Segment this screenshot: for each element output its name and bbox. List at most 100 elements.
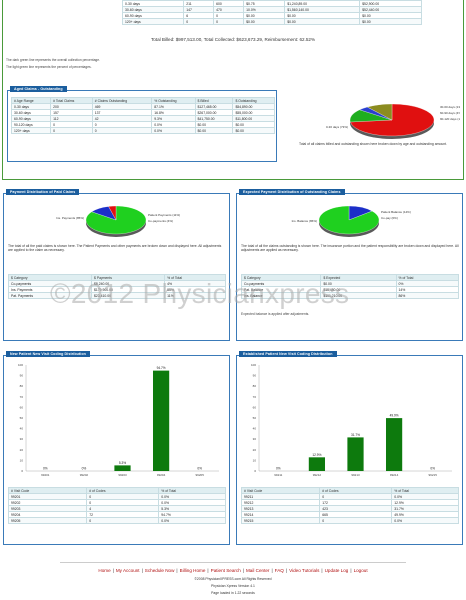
pie-label: 0-30 days (73%): [326, 125, 348, 129]
table-cell: $0.00: [359, 18, 422, 25]
table-row: 120+ days 0 0 $0.00 $0.00 $0.00: [121, 18, 422, 25]
y-tick-label: 70: [253, 395, 257, 399]
y-tick-label: 0: [21, 469, 23, 473]
paid-claims-table: $ Category $ Payments% of Total Co-payment…: [8, 274, 226, 299]
note-2: The light green line represents the perc…: [6, 65, 92, 69]
footer-load-time: Page loaded in 1.22 seconds: [211, 591, 255, 595]
pie-label: Ins. Payments (85%): [56, 216, 84, 220]
new-patient-panel: New Patient New Visit Coding Distributio…: [3, 351, 230, 545]
footer-link-faq[interactable]: FAQ: [274, 568, 284, 573]
footer-link-update-log[interactable]: Update Log: [324, 568, 349, 573]
footer-link-my-account[interactable]: My Account: [115, 568, 140, 573]
bar-data-label: 0%: [430, 467, 435, 471]
footer-link-home[interactable]: Home: [98, 568, 111, 573]
footer-version: Physician Xpress Version 4.1: [211, 584, 255, 588]
y-tick-label: 10: [253, 458, 257, 462]
footer-link-billing-home[interactable]: Billing Home: [179, 568, 206, 573]
y-tick-label: 10: [20, 458, 24, 462]
table-row: Ins. Balance $101,210.00 86%: [240, 292, 459, 299]
table-cell: 0: [213, 18, 245, 25]
footer-copyright: ©2008 PhysicianXPRESS.com All Rights Res…: [194, 577, 272, 581]
x-tick-label: 99212: [313, 473, 322, 477]
footer-separator: |: [207, 568, 209, 573]
summary-line: Total Billed: $997,513.00, Total Collect…: [150, 37, 316, 42]
bar-data-label: 5.3%: [119, 461, 126, 465]
table-cell: 86%: [395, 292, 459, 299]
footer-separator: |: [176, 568, 178, 573]
footer-link-schedule-now[interactable]: Schedule Now: [144, 568, 175, 573]
bar-data-label: 94.7%: [157, 366, 166, 370]
new-patient-title: New Patient New Visit Coding Distributio…: [6, 351, 90, 357]
expected-payment-footnote: Expected balance is applied after adjust…: [241, 312, 310, 316]
bar-data-label: 12.9%: [312, 453, 321, 457]
aged-claims-title: Aged Claims - Outstanding: [10, 86, 67, 92]
bar: [152, 370, 170, 471]
table-cell: 0: [91, 127, 153, 134]
table-cell: $23,410.00: [90, 292, 166, 299]
table-cell: Ins. Balance: [240, 292, 322, 299]
y-tick-label: 30: [20, 437, 24, 441]
pie-label: Patient Payments (11%): [148, 213, 180, 217]
bar: [308, 457, 326, 471]
y-tick-label: 0: [254, 469, 256, 473]
x-tick-label: 99213: [351, 473, 360, 477]
table-row: 99215 0 0.0%: [240, 517, 459, 524]
paid-claims-pie: Ins. Payments (85%) Patient Payments (11%…: [56, 205, 180, 237]
watermark: ©2012 Physicianxpress: [50, 278, 350, 309]
established-patient-panel: Established Patient New Visit Coding Dis…: [236, 351, 463, 545]
footer-link-video-tutorials[interactable]: Video Tutorials: [289, 568, 320, 573]
table-cell: $0.00: [243, 18, 286, 25]
bar: [347, 437, 364, 471]
pie-label: Co-pay (0%): [381, 216, 398, 220]
table-row: 99213 423 31.7%: [240, 505, 459, 512]
pie-label: Co-payments (4%): [148, 219, 173, 223]
table-cell: $101,210.00: [320, 292, 397, 299]
expected-payment-caption: The total of all the claims outstanding …: [241, 244, 459, 252]
expected-payment-panel: Expected Payment Distribution of Outstan…: [236, 189, 463, 341]
y-tick-label: 100: [251, 363, 256, 367]
bar-data-label: 0%: [82, 467, 87, 471]
x-tick-label: 99215: [429, 473, 438, 477]
footer-separator: |: [242, 568, 244, 573]
expected-payment-title: Expected Payment Distribution of Outstan…: [239, 189, 345, 195]
table-header-row: $ Category $ Payments% of Total: [8, 274, 226, 281]
y-tick-label: 60: [20, 405, 24, 409]
paid-claims-title: Payment Distribution of Paid Claims: [6, 189, 80, 195]
table-cell: 11%: [164, 292, 226, 299]
footer-link-mail-center[interactable]: Mail Center: [245, 568, 270, 573]
pie-label: 90-120 days (10%): [440, 117, 460, 121]
table-row: 99205 0 0.0%: [7, 517, 226, 524]
table-cell: 99205: [7, 517, 88, 524]
y-tick-label: 90: [20, 374, 24, 378]
table-row: Pat. Payments $23,410.00 11%: [8, 292, 226, 299]
aged-claims-caption: Total of all claims billed and outstandi…: [299, 142, 447, 146]
y-tick-label: 40: [253, 427, 257, 431]
table-row: 30-60 days 147 470 10.0% $1,560,140.00 $52,44…: [121, 6, 422, 13]
pie-slice: [108, 205, 117, 221]
x-tick-label: 99203: [118, 473, 127, 477]
footer-link-patient-search[interactable]: Patient Search: [210, 568, 241, 573]
established-patient-chart: 10090807060504030201000%9921112.9%992123…: [251, 363, 452, 477]
y-tick-label: 80: [20, 384, 24, 388]
footer-nav: Home | My Account | Schedule Now | Billing Hom…: [0, 568, 466, 573]
footer-separator: |: [321, 568, 323, 573]
table-cell: 0.0%: [391, 517, 459, 524]
table-row: 0-30 days 211 600 $0.75 $1,240,89.00 $52,900.…: [121, 0, 422, 7]
pie-label: 30-60 days (13%): [440, 105, 460, 109]
x-tick-label: 99214: [390, 473, 399, 477]
bar-data-label: 0%: [276, 467, 281, 471]
footer-separator: |: [112, 568, 114, 573]
y-tick-label: 20: [20, 448, 24, 452]
bar-data-label: 31.7%: [351, 433, 360, 437]
y-tick-label: 20: [253, 448, 257, 452]
table-cell: $0.00: [232, 127, 275, 134]
x-tick-label: 99202: [80, 473, 89, 477]
footer-link-logout[interactable]: Logout: [353, 568, 368, 573]
note-1: The dark green line represents the overa…: [6, 58, 101, 62]
table-cell: 0: [86, 517, 160, 524]
table-cell: 0.0%: [151, 127, 196, 134]
top-summary-table: 0-30 days 211 600 $0.75 $1,240,89.00 $52,900.…: [121, 0, 422, 25]
table-row: Ins. Payments $179,900.00 85%: [8, 286, 226, 293]
table-cell: 120+ days: [10, 127, 52, 134]
established-patient-title: Established Patient New Visit Coding Dis…: [239, 351, 337, 357]
